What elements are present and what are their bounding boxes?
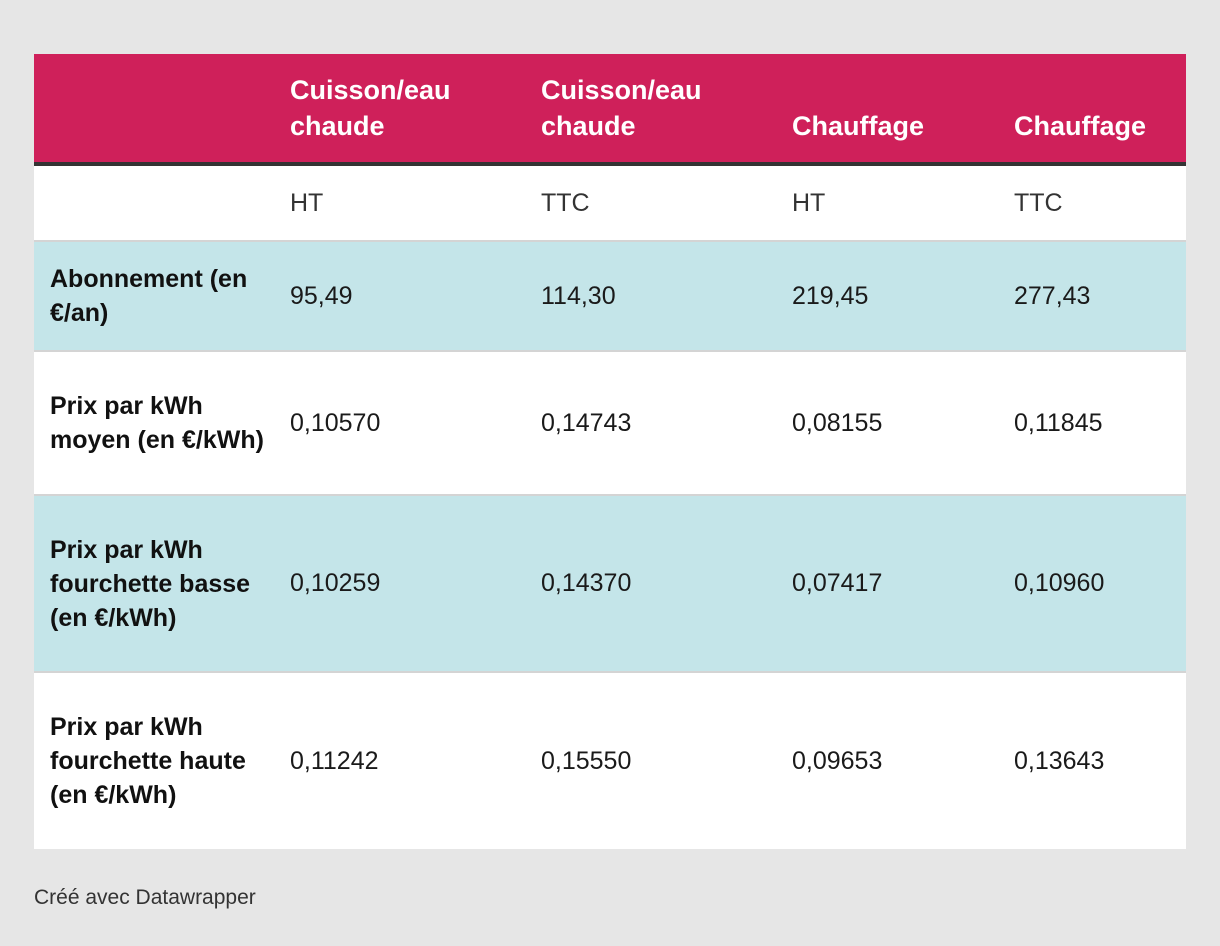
- table-cell: 0,14743: [525, 351, 776, 496]
- row-label: Prix par kWh fourchette haute (en €/kWh): [34, 672, 274, 849]
- table-container: Cuisson/eau chaude Cuisson/eau chaude Ch…: [34, 54, 1186, 849]
- table-row: Prix par kWh moyen (en €/kWh) 0,10570 0,…: [34, 351, 1186, 496]
- data-table: Cuisson/eau chaude Cuisson/eau chaude Ch…: [34, 54, 1186, 849]
- table-cell: 0,11845: [998, 351, 1186, 496]
- table-cell: 0,15550: [525, 672, 776, 849]
- table-row: Prix par kWh fourchette basse (en €/kWh)…: [34, 495, 1186, 673]
- unit-row: HT TTC HT TTC: [34, 164, 1186, 242]
- table-cell: 0,07417: [776, 495, 998, 673]
- table-row: Prix par kWh fourchette haute (en €/kWh)…: [34, 672, 1186, 849]
- row-label: Prix par kWh fourchette basse (en €/kWh): [34, 495, 274, 673]
- table-cell: 0,14370: [525, 495, 776, 673]
- header-cell: Cuisson/eau chaude: [274, 54, 525, 166]
- header-cell-empty: [34, 54, 274, 166]
- table-cell: 0,13643: [998, 672, 1186, 849]
- table-cell: 95,49: [274, 241, 525, 352]
- unit-cell: HT: [776, 164, 998, 242]
- table-cell: 114,30: [525, 241, 776, 352]
- header-row: Cuisson/eau chaude Cuisson/eau chaude Ch…: [34, 54, 1186, 166]
- table-cell: 219,45: [776, 241, 998, 352]
- unit-cell-empty: [34, 164, 274, 242]
- table-cell: 0,10259: [274, 495, 525, 673]
- header-cell: Cuisson/eau chaude: [525, 54, 776, 166]
- table-cell: 0,11242: [274, 672, 525, 849]
- row-label: Abonnement (en €/an): [34, 241, 274, 352]
- row-label: Prix par kWh moyen (en €/kWh): [34, 351, 274, 496]
- unit-cell: HT: [274, 164, 525, 242]
- table-cell: 0,08155: [776, 351, 998, 496]
- table-cell: 0,10570: [274, 351, 525, 496]
- table-cell: 277,43: [998, 241, 1186, 352]
- table-cell: 0,09653: [776, 672, 998, 849]
- header-cell: Chauffage: [776, 54, 998, 166]
- header-cell: Chauffage: [998, 54, 1186, 166]
- unit-cell: TTC: [998, 164, 1186, 242]
- unit-cell: TTC: [525, 164, 776, 242]
- table-row: Abonnement (en €/an) 95,49 114,30 219,45…: [34, 241, 1186, 352]
- table-cell: 0,10960: [998, 495, 1186, 673]
- credit-footer: Créé avec Datawrapper: [34, 886, 256, 909]
